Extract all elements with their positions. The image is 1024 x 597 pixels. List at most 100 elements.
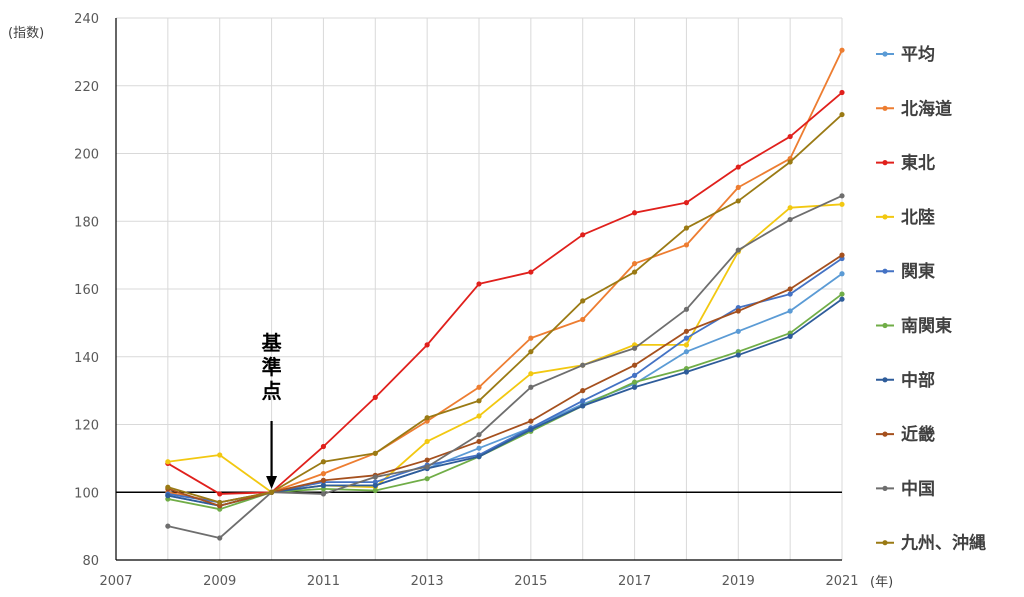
data-point (165, 459, 171, 465)
data-point (839, 201, 845, 207)
data-point (631, 372, 638, 378)
data-point (476, 281, 482, 287)
data-point (372, 487, 378, 494)
data-point (631, 345, 638, 351)
legend-swatch-marker (882, 105, 888, 111)
data-point (528, 335, 534, 341)
y-tick-label: 220 (74, 80, 99, 95)
data-point (631, 379, 638, 385)
data-point (580, 403, 586, 409)
data-point (528, 384, 534, 390)
data-point (424, 438, 430, 445)
data-point (787, 286, 793, 292)
data-point (528, 371, 534, 377)
series-line (167, 91, 843, 495)
data-point (839, 47, 845, 53)
data-point (580, 316, 586, 323)
data-point (631, 362, 638, 368)
x-tick-label: 2009 (203, 574, 236, 589)
data-point (580, 232, 586, 238)
legend-swatch-marker (882, 214, 888, 220)
legend-label: 中部 (901, 370, 935, 391)
data-point (217, 499, 223, 506)
data-point (320, 443, 327, 450)
y-tick-label: 180 (74, 215, 99, 230)
data-point (372, 450, 378, 456)
legend-label: 関東 (901, 261, 935, 282)
gridlines (116, 17, 843, 560)
data-point (735, 352, 741, 358)
data-point (476, 384, 482, 390)
data-point (683, 335, 690, 341)
data-point (787, 133, 793, 140)
annotation-char: 点 (262, 379, 282, 403)
data-point (424, 415, 430, 421)
data-point (839, 271, 845, 277)
data-point (476, 413, 482, 419)
data-point (580, 388, 586, 394)
legend-label: 近畿 (901, 424, 935, 445)
series-line (167, 254, 843, 507)
series-line (167, 49, 843, 504)
data-point (787, 205, 793, 211)
series-lines (165, 47, 845, 541)
y-tick-label: 160 (74, 283, 99, 298)
x-tick-label: 2017 (618, 574, 651, 589)
data-point (528, 418, 534, 424)
data-point (683, 306, 690, 312)
data-point (839, 89, 845, 96)
data-point (735, 247, 741, 253)
legend-label: 平均 (901, 44, 935, 65)
data-point (165, 493, 171, 499)
data-point (476, 438, 482, 445)
data-point (424, 457, 430, 463)
x-tick-label: 2013 (411, 574, 444, 589)
annotation-char: 準 (262, 355, 282, 379)
data-point (424, 464, 430, 470)
data-point (735, 184, 741, 190)
axes: 80 100 120 140 160 180 200 220 240 2007 2009 2011 20… (8, 12, 893, 590)
data-point (320, 482, 327, 489)
x-tick-label: 2021 (825, 574, 858, 589)
x-tick-label: 2019 (722, 574, 755, 589)
y-tick-label: 200 (74, 148, 99, 163)
data-point (217, 452, 223, 458)
data-point (787, 159, 793, 165)
data-point (787, 308, 793, 314)
data-point (735, 164, 741, 170)
series-2 (165, 47, 845, 506)
data-point (683, 242, 690, 248)
annotation-char: 基 (262, 331, 283, 355)
data-point (839, 291, 845, 297)
series-line (167, 113, 843, 504)
y-tick-label: 100 (74, 486, 99, 501)
annotation: 基準点 (262, 331, 283, 489)
data-point (631, 210, 638, 216)
data-point (683, 200, 690, 206)
data-point (580, 362, 586, 368)
data-point (683, 369, 690, 375)
data-point (476, 398, 482, 404)
legend-label: 東北 (901, 153, 935, 174)
series-line (167, 195, 843, 539)
data-point (320, 471, 327, 477)
data-point (424, 476, 430, 482)
data-point (631, 384, 638, 390)
annotation-arrow-head (266, 476, 278, 489)
x-axis-unit: (年) (870, 575, 893, 590)
y-axis-unit: (指数) (8, 26, 44, 41)
y-tick-label: 240 (74, 12, 99, 27)
data-point (787, 333, 793, 340)
data-point (580, 298, 586, 304)
legend-label: 北海道 (901, 98, 952, 119)
data-point (476, 445, 482, 451)
data-point (320, 491, 327, 497)
legend-label: 南関東 (901, 316, 952, 337)
data-point (528, 269, 534, 275)
legend-swatch-marker (882, 431, 888, 437)
data-point (735, 308, 741, 314)
data-point (165, 484, 171, 490)
legend-label: 中国 (901, 478, 935, 499)
legend-swatch-marker (882, 485, 888, 491)
data-point (631, 269, 638, 275)
